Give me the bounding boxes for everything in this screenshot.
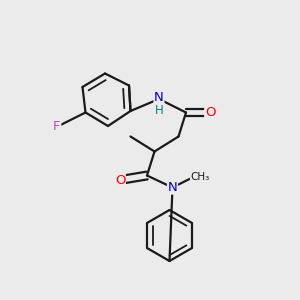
Text: N: N <box>168 181 177 194</box>
Text: O: O <box>115 173 125 187</box>
Text: F: F <box>53 119 61 133</box>
Text: CH₃: CH₃ <box>190 172 210 182</box>
Text: O: O <box>205 106 215 119</box>
Text: N: N <box>154 91 164 104</box>
Text: H: H <box>154 104 164 117</box>
